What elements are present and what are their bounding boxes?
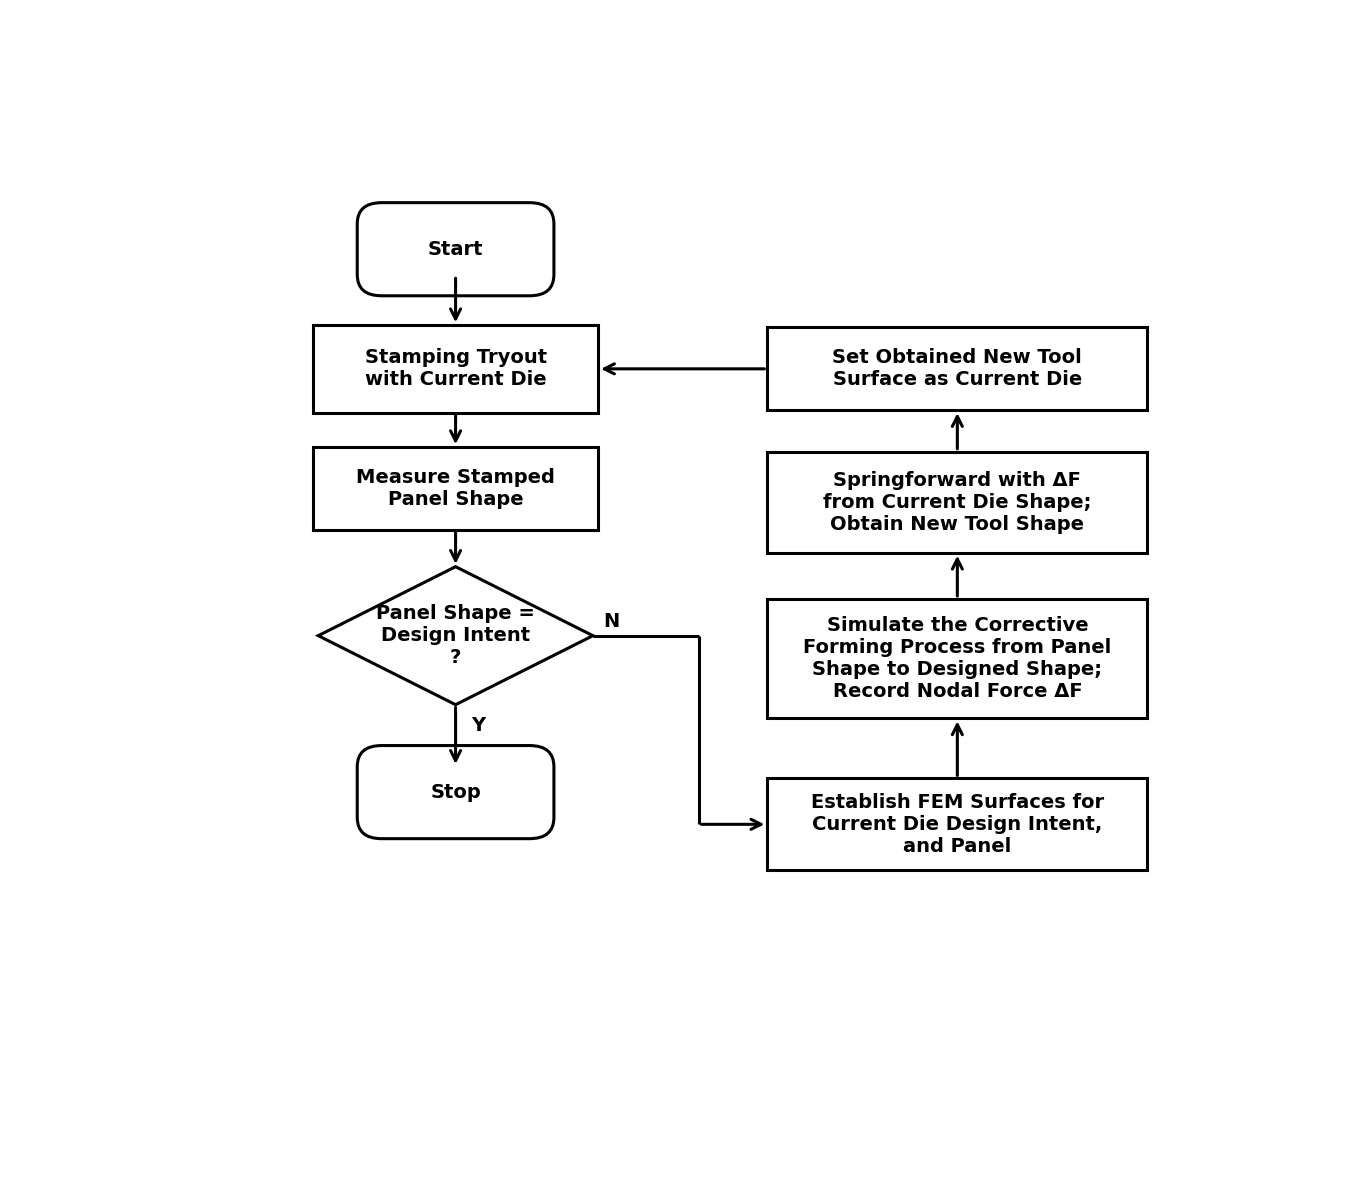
Text: Y: Y bbox=[472, 716, 485, 735]
Text: Set Obtained New Tool
Surface as Current Die: Set Obtained New Tool Surface as Current… bbox=[833, 348, 1082, 390]
Text: Stamping Tryout
with Current Die: Stamping Tryout with Current Die bbox=[364, 348, 547, 390]
FancyBboxPatch shape bbox=[767, 452, 1148, 553]
Text: N: N bbox=[604, 612, 620, 631]
FancyBboxPatch shape bbox=[767, 778, 1148, 870]
Text: Springforward with ΔF
from Current Die Shape;
Obtain New Tool Shape: Springforward with ΔF from Current Die S… bbox=[823, 471, 1092, 534]
FancyBboxPatch shape bbox=[313, 325, 598, 412]
Text: Start: Start bbox=[428, 240, 484, 258]
Text: Measure Stamped
Panel Shape: Measure Stamped Panel Shape bbox=[356, 468, 555, 509]
Text: Stop: Stop bbox=[431, 783, 481, 802]
FancyBboxPatch shape bbox=[357, 203, 553, 296]
FancyBboxPatch shape bbox=[357, 746, 553, 839]
Text: Establish FEM Surfaces for
Current Die Design Intent,
and Panel: Establish FEM Surfaces for Current Die D… bbox=[811, 792, 1104, 856]
FancyBboxPatch shape bbox=[767, 327, 1148, 410]
FancyBboxPatch shape bbox=[313, 447, 598, 529]
Text: Simulate the Corrective
Forming Process from Panel
Shape to Designed Shape;
Reco: Simulate the Corrective Forming Process … bbox=[803, 617, 1111, 701]
Polygon shape bbox=[318, 566, 593, 705]
FancyBboxPatch shape bbox=[767, 599, 1148, 718]
Text: Panel Shape =
Design Intent
?: Panel Shape = Design Intent ? bbox=[376, 605, 536, 667]
